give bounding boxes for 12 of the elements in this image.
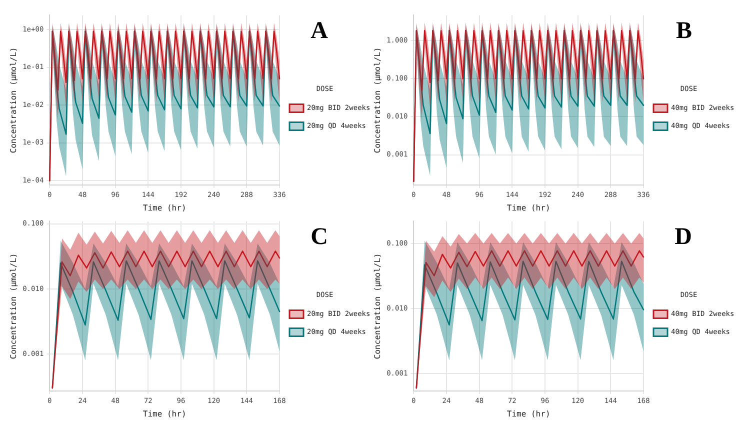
text: A <box>310 18 328 45</box>
text: C <box>310 224 328 251</box>
x-axis-title: Time (hr) <box>506 203 550 212</box>
y-axis-title: Concentration (μmol/L) <box>372 253 382 360</box>
y-axis-title: Concentration (μmol/L) <box>372 47 382 154</box>
text: B <box>676 18 692 45</box>
x-axis-title: Time (hr) <box>506 409 550 418</box>
x-axis-title: Time (hr) <box>142 203 186 212</box>
x-axis-title: Time (hr) <box>142 409 186 418</box>
y-axis-title: Concentration (μmol/L) <box>8 47 18 154</box>
y-axis-title: Concentration (μmol/L) <box>8 253 18 360</box>
text: D <box>674 224 692 251</box>
